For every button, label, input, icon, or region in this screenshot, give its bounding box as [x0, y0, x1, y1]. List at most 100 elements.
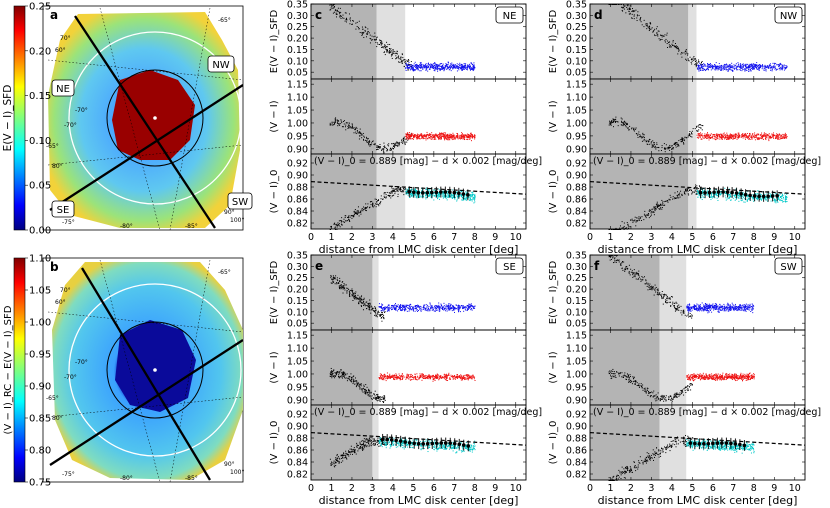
- data-point-excluded: [371, 35, 373, 37]
- data-point-excluded: [349, 20, 351, 22]
- data-point: [702, 191, 704, 193]
- data-point: [770, 200, 772, 202]
- data-point-excluded: [623, 4, 625, 6]
- data-point-excluded: [400, 56, 402, 58]
- data-point: [414, 135, 416, 137]
- data-point-excluded: [658, 38, 660, 40]
- binned-mean: [716, 190, 721, 194]
- data-point: [407, 188, 409, 190]
- data-point-excluded: [376, 36, 378, 38]
- data-point: [712, 133, 714, 135]
- data-point-excluded: [372, 204, 374, 206]
- data-point-excluded: [344, 217, 346, 219]
- data-point: [708, 65, 710, 67]
- data-point-excluded: [352, 290, 354, 292]
- colorbar-a: [13, 5, 26, 231]
- data-point-excluded: [639, 19, 641, 21]
- region-label-sw: SW: [232, 197, 248, 208]
- data-point: [762, 134, 764, 136]
- data-point: [731, 62, 733, 64]
- data-point-excluded: [348, 215, 350, 217]
- data-point-excluded: [362, 138, 364, 140]
- data-point: [424, 134, 426, 136]
- data-point-excluded: [680, 141, 682, 143]
- data-point: [783, 64, 785, 66]
- data-point: [780, 64, 782, 66]
- data-point-excluded: [390, 48, 392, 50]
- data-point: [738, 197, 740, 199]
- data-point: [413, 137, 415, 139]
- data-point: [721, 135, 723, 137]
- data-point: [731, 64, 733, 66]
- data-point: [697, 133, 699, 135]
- data-point: [436, 134, 438, 136]
- data-point: [425, 139, 427, 141]
- data-point-excluded: [373, 36, 375, 38]
- data-point: [469, 199, 471, 201]
- data-point-excluded: [382, 198, 384, 200]
- data-point-excluded: [700, 124, 702, 126]
- grid-label: -75°: [62, 471, 75, 478]
- data-point-excluded: [687, 190, 689, 192]
- data-point: [750, 70, 752, 72]
- data-point: [472, 64, 474, 66]
- data-point: [785, 200, 787, 202]
- map-b-grid-labels: -65° -65° -70° -70° -75° -80° -85° 60° 7…: [46, 269, 244, 482]
- data-point: [702, 68, 704, 70]
- data-point: [712, 135, 714, 137]
- data-point-excluded: [650, 210, 652, 212]
- data-point: [777, 198, 779, 200]
- data-point: [727, 138, 729, 140]
- data-point-excluded: [392, 147, 394, 149]
- data-point: [736, 66, 738, 68]
- data-point-excluded: [396, 190, 398, 192]
- data-point: [414, 193, 416, 195]
- data-point: [464, 137, 466, 139]
- data-point: [779, 199, 781, 201]
- data-point-excluded: [695, 65, 697, 67]
- data-point: [701, 197, 703, 199]
- data-point-excluded: [691, 133, 693, 135]
- data-point: [749, 66, 751, 68]
- data-point-excluded: [377, 312, 379, 314]
- data-point: [781, 195, 783, 197]
- data-point: [408, 65, 410, 67]
- data-point: [438, 194, 440, 196]
- data-point-excluded: [391, 143, 393, 145]
- data-point: [716, 134, 718, 136]
- data-point: [407, 68, 409, 70]
- data-point-excluded: [675, 143, 677, 145]
- data-point-excluded: [330, 275, 332, 277]
- x-tick-label: 3: [648, 232, 654, 243]
- data-point-excluded: [663, 35, 665, 37]
- data-point-excluded: [344, 12, 346, 14]
- data-point: [742, 64, 744, 66]
- data-point: [448, 138, 450, 140]
- data-point: [725, 137, 727, 139]
- data-point: [759, 65, 761, 67]
- data-point: [735, 194, 737, 196]
- data-point: [755, 193, 757, 195]
- x-tick-label: 2: [628, 232, 634, 243]
- data-point: [445, 137, 447, 139]
- data-point-excluded: [619, 229, 621, 230]
- data-point-excluded: [400, 189, 402, 191]
- data-point-excluded: [334, 121, 336, 123]
- data-point: [423, 134, 425, 136]
- data-point: [444, 195, 446, 197]
- data-point-excluded: [660, 204, 662, 206]
- data-point: [465, 68, 467, 70]
- binned-mean: [703, 190, 707, 195]
- data-point-excluded: [358, 28, 360, 30]
- data-point-excluded: [640, 136, 642, 138]
- data-point: [738, 136, 740, 138]
- data-point: [424, 65, 426, 67]
- data-point-excluded: [382, 316, 384, 318]
- data-point-excluded: [648, 140, 650, 142]
- data-point: [474, 197, 476, 199]
- data-point-excluded: [627, 127, 629, 129]
- data-point: [468, 197, 470, 199]
- data-point-excluded: [380, 195, 382, 197]
- data-point-excluded: [701, 60, 703, 62]
- data-point-excluded: [383, 193, 385, 195]
